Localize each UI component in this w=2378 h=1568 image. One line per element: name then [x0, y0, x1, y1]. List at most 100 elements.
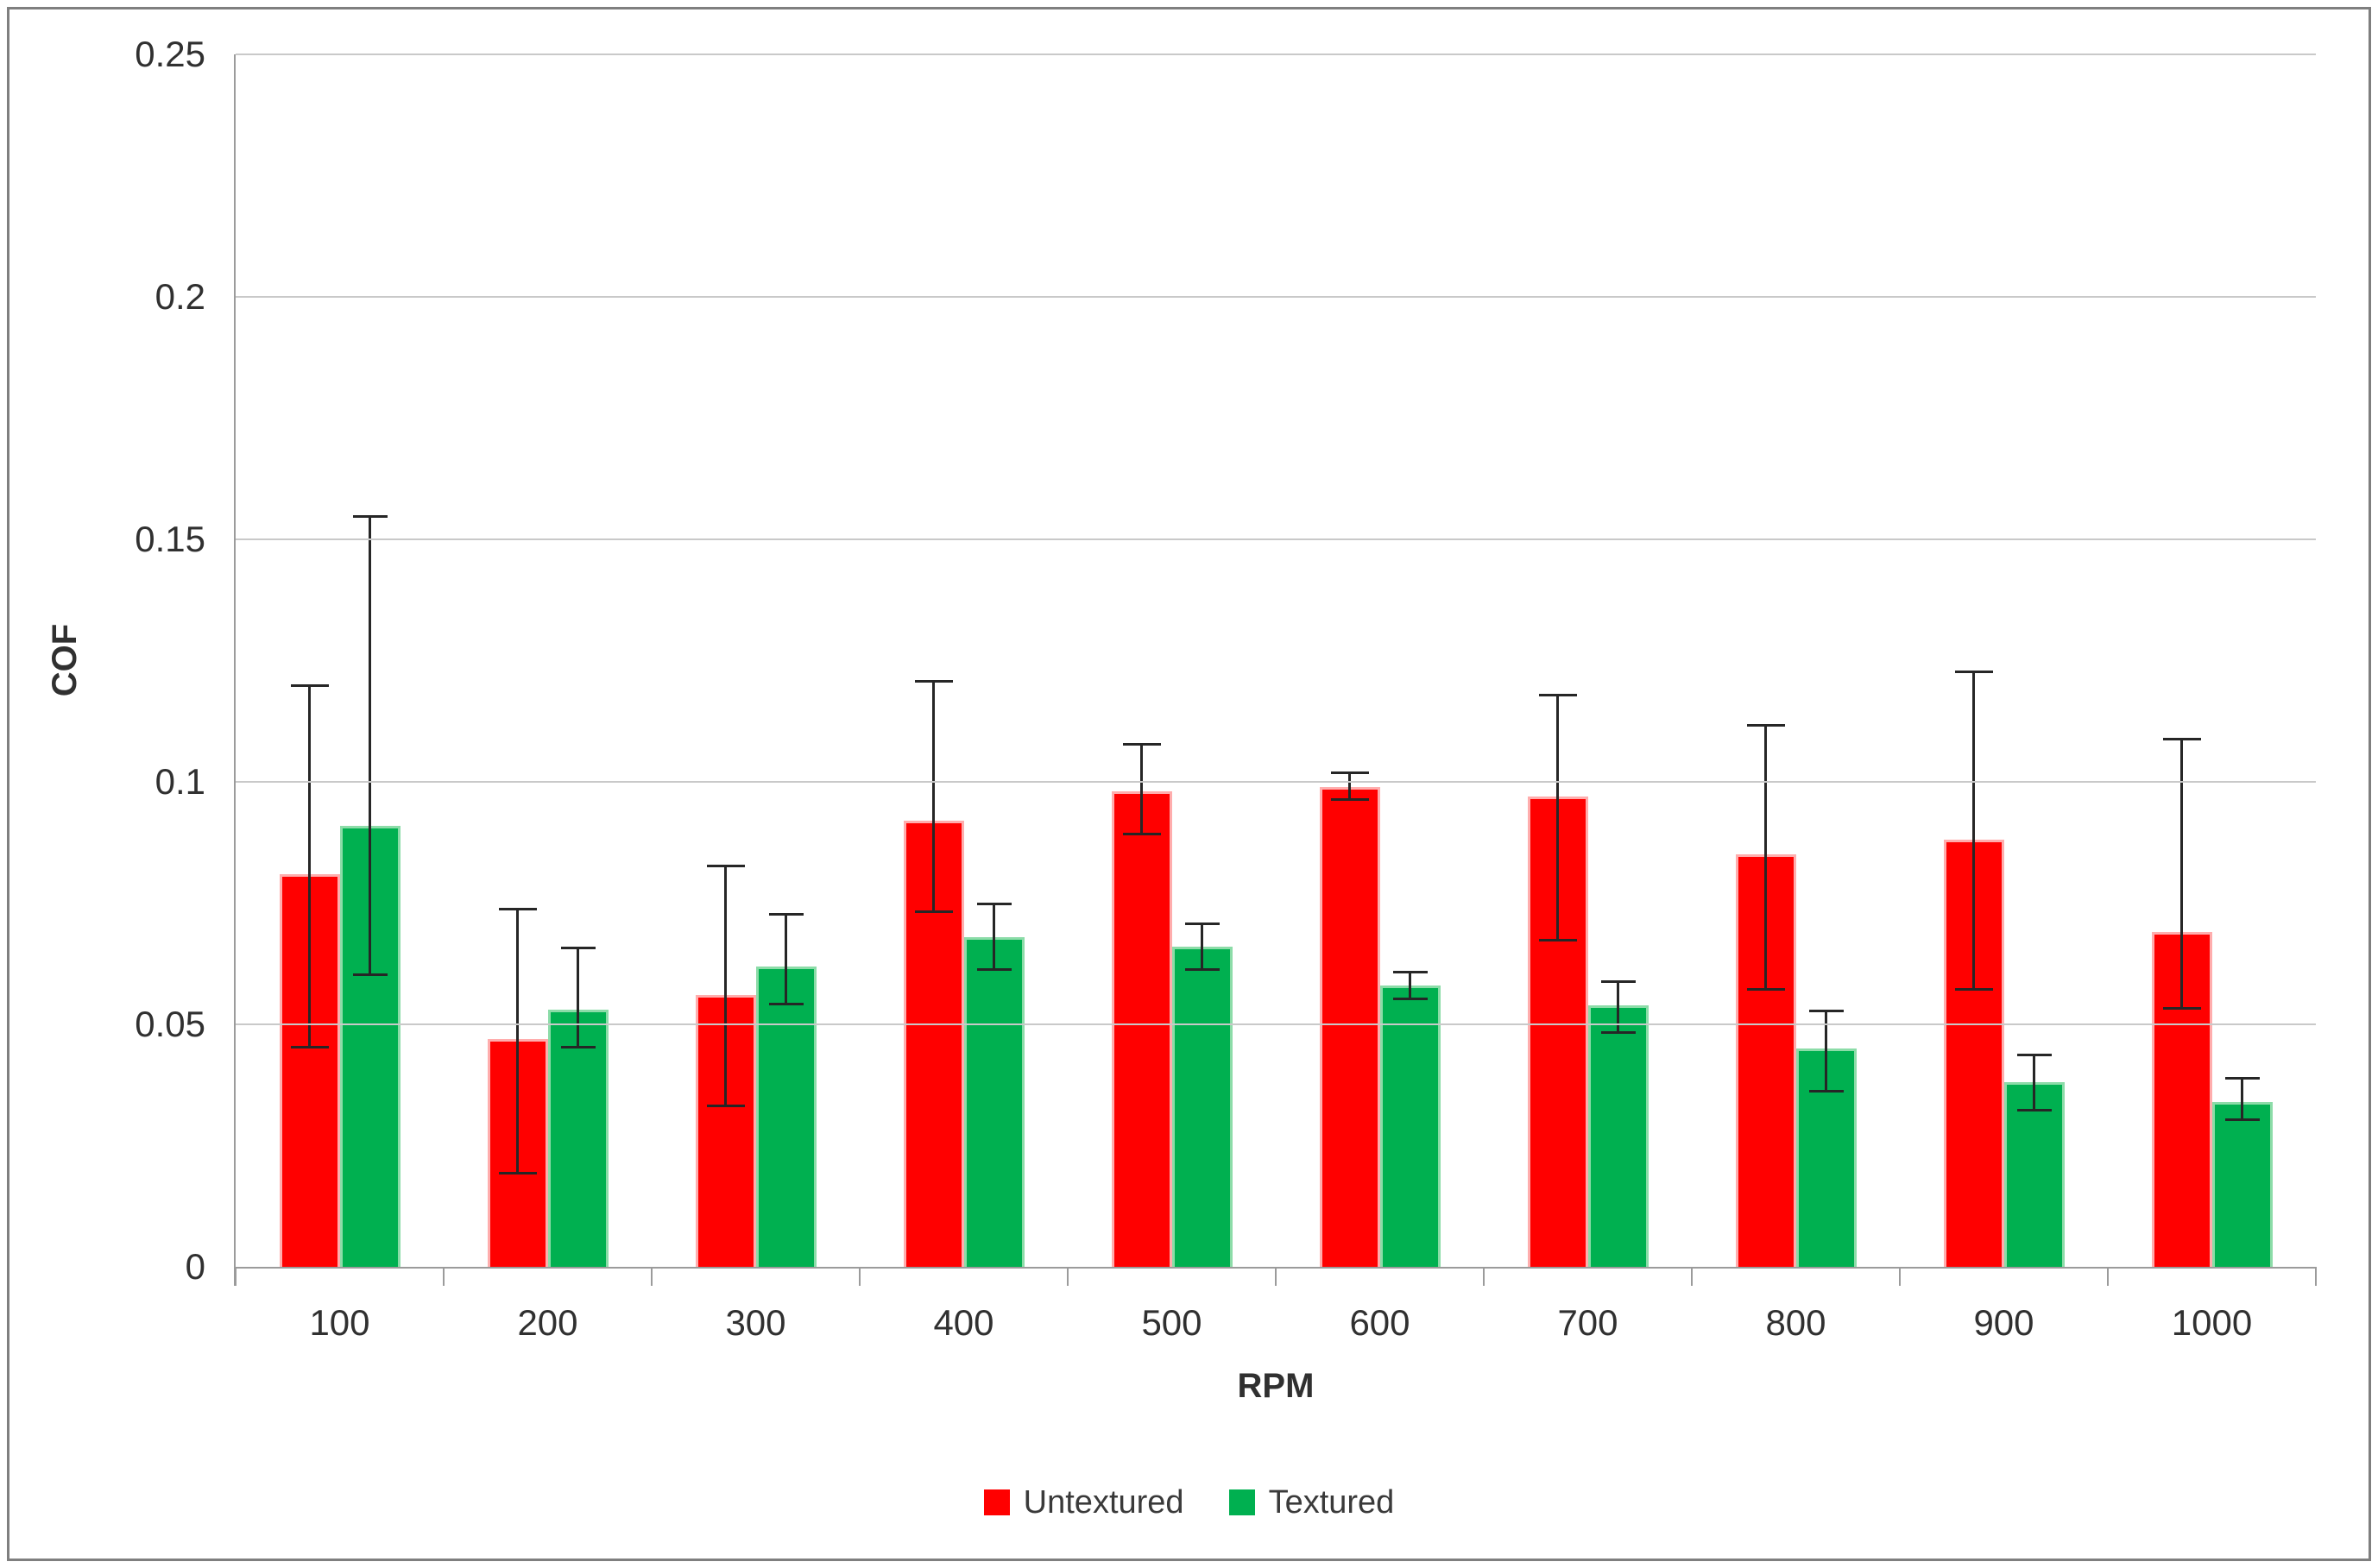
error-cap-bottom: [1538, 939, 1577, 941]
error-stem: [993, 905, 995, 968]
legend-swatch-untextured: [983, 1489, 1010, 1515]
legend-swatch-textured: [1228, 1489, 1255, 1515]
error-cap-bottom: [976, 968, 1012, 971]
plot-area: [234, 54, 2317, 1286]
x-axis-tick: [859, 1267, 861, 1286]
error-bar-untextured-100: [290, 684, 329, 1048]
error-cap-top: [1392, 971, 1428, 973]
x-tick-label-600: 600: [1349, 1302, 1410, 1343]
error-cap-bottom: [2162, 1007, 2201, 1010]
y-tick-label-0: 0: [185, 1246, 205, 1287]
bar-textured-600: [1379, 986, 1441, 1267]
error-stem: [932, 683, 935, 910]
category-1000: [2108, 54, 2316, 1267]
error-bar-textured-100: [352, 515, 388, 976]
x-tick-label-800: 800: [1765, 1302, 1826, 1343]
error-cap-top: [498, 908, 537, 910]
error-cap-bottom: [498, 1172, 537, 1174]
error-stem: [1201, 925, 1203, 968]
bar-untextured-600: [1319, 787, 1380, 1267]
error-stem: [785, 916, 787, 1003]
error-cap-top: [914, 680, 953, 683]
error-bar-untextured-800: [1746, 724, 1785, 991]
x-axis-tick: [651, 1267, 653, 1286]
error-cap-bottom: [706, 1105, 745, 1107]
error-stem: [308, 687, 311, 1046]
error-bar-textured-400: [976, 903, 1012, 971]
error-stem: [1409, 973, 1411, 998]
error-stem: [1825, 1012, 1827, 1090]
error-cap-bottom: [768, 1003, 804, 1005]
legend-item-textured: Textured: [1228, 1486, 1394, 1519]
y-axis-line: [234, 54, 236, 1286]
y-axis-title: COF: [46, 623, 84, 697]
legend-item-untextured: Untextured: [983, 1484, 1184, 1521]
error-cap-bottom: [914, 910, 953, 913]
gridline-0.2: [236, 296, 2316, 298]
x-axis-tick: [235, 1267, 237, 1286]
figure-border: [7, 7, 2371, 1561]
error-bar-untextured-900: [1954, 671, 1993, 991]
x-tick-label-900: 900: [1973, 1302, 2034, 1343]
x-axis-tick: [1691, 1267, 1693, 1286]
x-axis-tick: [443, 1267, 445, 1286]
error-cap-top: [1122, 743, 1161, 746]
error-bar-untextured-200: [498, 908, 537, 1174]
error-bar-untextured-400: [914, 680, 953, 913]
error-cap-bottom: [1392, 998, 1428, 1000]
error-cap-top: [2016, 1054, 2052, 1056]
error-stem: [2180, 740, 2183, 1007]
error-cap-top: [1600, 980, 1636, 983]
error-bar-textured-800: [1808, 1010, 1844, 1093]
error-cap-bottom: [352, 973, 388, 976]
error-cap-top: [1746, 724, 1785, 727]
error-cap-bottom: [2224, 1118, 2260, 1121]
error-stem: [516, 910, 519, 1172]
x-tick-label-700: 700: [1557, 1302, 1618, 1343]
gridline-0.05: [236, 1023, 2316, 1025]
error-bar-textured-1000: [2224, 1077, 2260, 1121]
error-cap-bottom: [1746, 988, 1785, 991]
error-cap-top: [560, 947, 596, 949]
error-cap-top: [2224, 1077, 2260, 1080]
error-bar-untextured-500: [1122, 743, 1161, 835]
error-stem: [2241, 1080, 2243, 1118]
x-axis-tick: [1067, 1267, 1069, 1286]
gridline-0.15: [236, 538, 2316, 540]
x-tick-label-300: 300: [725, 1302, 786, 1343]
x-axis-tick: [2315, 1267, 2317, 1286]
category-900: [1900, 54, 2108, 1267]
x-axis-tick: [1483, 1267, 1485, 1286]
error-cap-top: [976, 903, 1012, 905]
error-cap-bottom: [290, 1046, 329, 1048]
category-cells: [236, 54, 2316, 1267]
category-300: [652, 54, 860, 1267]
legend: Untextured Textured: [0, 1486, 2378, 1519]
error-bar-textured-300: [768, 913, 804, 1005]
y-tick-label-0.2: 0.2: [155, 276, 205, 317]
x-tick-label-1000: 1000: [2171, 1302, 2253, 1343]
error-bar-untextured-300: [706, 865, 745, 1107]
error-stem: [724, 867, 727, 1105]
category-100: [236, 54, 444, 1267]
bar-textured-700: [1587, 1005, 1649, 1267]
category-500: [1068, 54, 1276, 1267]
category-200: [444, 54, 652, 1267]
x-tick-label-200: 200: [517, 1302, 578, 1343]
error-cap-bottom: [560, 1046, 596, 1048]
bar-untextured-700: [1527, 797, 1588, 1267]
bar-textured-300: [755, 967, 817, 1267]
error-cap-bottom: [1954, 988, 1993, 991]
category-800: [1692, 54, 1900, 1267]
error-bar-textured-600: [1392, 971, 1428, 1000]
error-stem: [369, 518, 371, 973]
error-bar-textured-900: [2016, 1054, 2052, 1111]
error-stem: [2033, 1056, 2035, 1109]
error-bar-untextured-700: [1538, 694, 1577, 941]
bar-textured-1000: [2211, 1102, 2273, 1267]
category-700: [1484, 54, 1692, 1267]
x-tick-label-400: 400: [933, 1302, 994, 1343]
error-cap-top: [2162, 738, 2201, 740]
legend-label-untextured: Untextured: [1023, 1484, 1184, 1521]
error-cap-bottom: [1808, 1090, 1844, 1093]
